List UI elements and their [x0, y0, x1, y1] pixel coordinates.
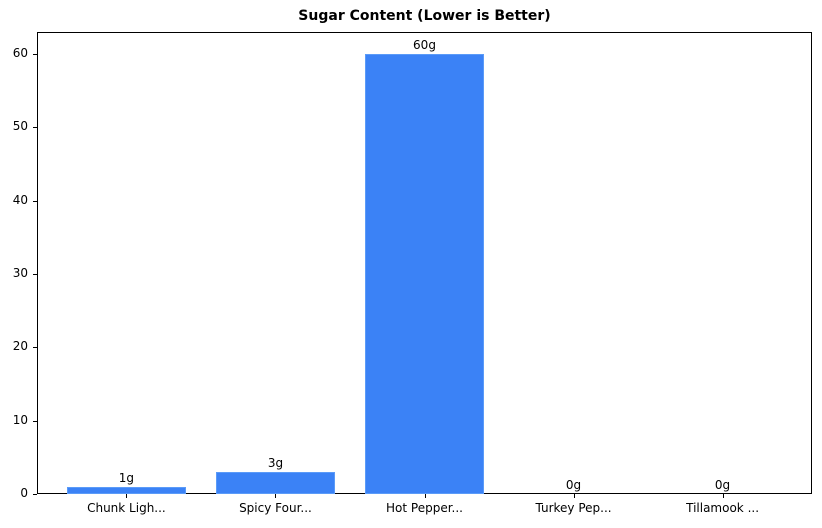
bar — [364, 54, 485, 494]
x-tick-label: Chunk Ligh... — [87, 501, 166, 515]
y-tick-label: 0 — [20, 486, 28, 500]
x-tick-label: Tillamook ... — [686, 501, 760, 515]
bar-value-label: 0g — [565, 478, 582, 492]
y-tick-label: 30 — [12, 266, 28, 280]
x-tick-label: Spicy Four... — [239, 501, 312, 515]
x-tick-mark — [424, 494, 426, 498]
y-tick-mark — [33, 54, 37, 55]
y-tick-mark — [33, 274, 37, 275]
y-tick-label: 10 — [12, 412, 28, 427]
x-tick-label: Hot Pepper... — [386, 501, 463, 515]
y-tick-mark — [33, 420, 37, 422]
y-tick-label: 60 — [12, 46, 28, 60]
bar-value-label: 1g — [118, 470, 135, 485]
bar-value-label: 60g — [413, 38, 436, 52]
y-tick-label: 20 — [12, 339, 28, 354]
bar-value-label: 3g — [267, 456, 284, 470]
x-tick-mark — [275, 494, 277, 498]
bar — [215, 472, 336, 494]
y-tick-mark — [33, 347, 37, 349]
y-tick-label: 40 — [12, 192, 28, 207]
x-tick-mark — [126, 494, 128, 498]
x-tick-mark — [722, 494, 724, 498]
x-tick-mark — [573, 494, 575, 498]
y-tick-mark — [33, 494, 37, 495]
y-tick-label: 50 — [12, 119, 28, 134]
chart-title: Sugar Content (Lower is Better) — [298, 8, 551, 24]
y-tick-mark — [33, 200, 37, 202]
y-tick-mark — [33, 127, 37, 129]
bar-value-label: 0g — [714, 478, 731, 492]
bar — [66, 486, 187, 494]
x-tick-label: Turkey Pep... — [535, 501, 612, 515]
